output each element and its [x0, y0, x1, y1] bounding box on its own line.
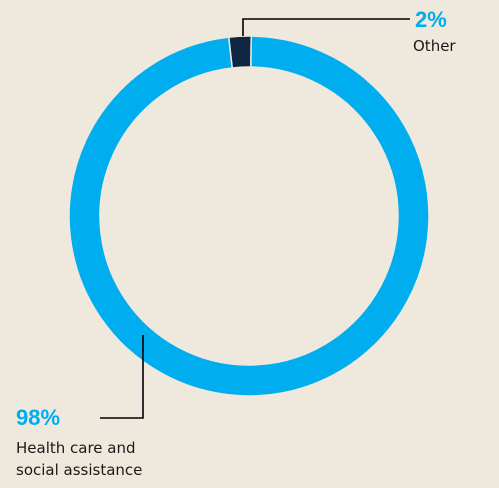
donut-slice-health	[68, 35, 430, 397]
donut-slices	[68, 35, 430, 397]
health-category-label-line2: social assistance	[16, 461, 142, 479]
other-category-label: Other	[413, 37, 456, 55]
leader-line-health	[100, 335, 144, 419]
health-category-label-line1: Health care and	[16, 439, 136, 457]
other-percent-label: 2%	[415, 7, 447, 32]
leader-line-other	[242, 18, 410, 36]
health-percent-label: 98%	[16, 405, 60, 430]
